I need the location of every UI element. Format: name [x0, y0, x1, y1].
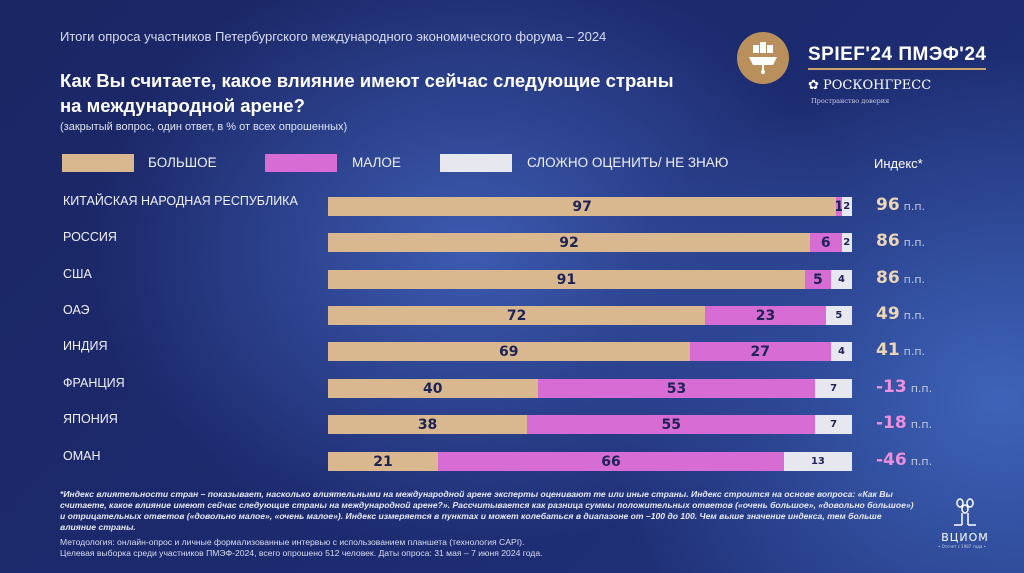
stacked-bar: 21 66 13 — [328, 452, 852, 471]
stacked-bar: 69 27 4 — [328, 342, 852, 361]
bar-segment-large: 40 — [328, 379, 538, 398]
bar-segment-small: 5 — [804, 270, 832, 289]
index-number: 41 — [876, 340, 900, 360]
methodology: Методология: онлайн-опрос и личные форма… — [60, 537, 920, 559]
legend-swatch-small — [265, 154, 337, 172]
index-header: Индекс* — [874, 156, 923, 171]
vciom-logo: ВЦИОМ • Отсчет с 1987 года • — [938, 497, 990, 549]
bar-segment-unsure: 2 — [841, 197, 852, 216]
index-number: -18 — [876, 413, 907, 433]
category-label: США — [63, 267, 92, 281]
index-number: -13 — [876, 377, 907, 397]
bar-segment-small: 23 — [705, 306, 826, 325]
index-unit: п.п. — [910, 455, 933, 468]
index-value: 96 п.п. — [876, 195, 925, 215]
index-number: 86 — [876, 268, 900, 288]
index-unit: п.п. — [910, 418, 933, 431]
category-label: ИНДИЯ — [63, 339, 108, 353]
bar-segment-small: 53 — [537, 379, 816, 398]
category-label: ОМАН — [63, 449, 101, 463]
spief-emblem-logo — [737, 32, 789, 88]
bar-segment-large: 92 — [328, 233, 811, 252]
roscongress-name: РОСКОНГРЕСС — [823, 78, 932, 93]
footnote: *Индекс влиятельности стран – показывает… — [60, 489, 914, 532]
bar-segment-unsure: 13 — [783, 452, 852, 471]
roscongress-tagline: Пространство доверия — [811, 97, 890, 105]
bar-segment-large: 97 — [328, 197, 837, 216]
category-label: ОАЭ — [63, 303, 90, 317]
index-value: -18 п.п. — [876, 413, 932, 433]
bar-segment-large: 72 — [328, 306, 706, 325]
stacked-bar: 91 5 4 — [328, 270, 852, 289]
roscongress-logo: ✿ РОСКОНГРЕСС — [808, 78, 932, 93]
legend-label-unsure: СЛОЖНО ОЦЕНИТЬ/ НЕ ЗНАЮ — [527, 155, 729, 170]
methodology-text: Методология: онлайн-опрос и личные форма… — [60, 537, 525, 547]
index-unit: п.п. — [903, 345, 926, 358]
bar-segment-unsure: 7 — [815, 415, 852, 434]
legend-label-large: БОЛЬШОЕ — [148, 155, 217, 170]
index-number: 49 — [876, 304, 900, 324]
index-value: 41 п.п. — [876, 340, 925, 360]
vciom-tagline: • Отсчет с 1987 года • — [937, 544, 987, 549]
bar-segment-unsure: 4 — [831, 270, 852, 289]
index-unit: п.п. — [903, 273, 926, 286]
bar-segment-large: 38 — [328, 415, 528, 434]
index-value: 86 п.п. — [876, 268, 925, 288]
index-unit: п.п. — [910, 382, 933, 395]
stacked-bar: 38 55 7 — [328, 415, 852, 434]
category-label: КИТАЙСКАЯ НАРОДНАЯ РЕСПУБЛИКА — [63, 194, 298, 208]
stacked-bar: 92 6 2 — [328, 233, 852, 252]
stacked-bar: 72 23 5 — [328, 306, 852, 325]
spief-logo: SPIEF'24 ПМЭФ'24 — [808, 44, 987, 70]
index-value: -46 п.п. — [876, 450, 932, 470]
category-label: РОССИЯ — [63, 230, 117, 244]
index-value: 49 п.п. — [876, 304, 925, 324]
bar-segment-small: 1 — [836, 197, 842, 216]
index-number: -46 — [876, 450, 907, 470]
supertitle: Итоги опроса участников Петербургского м… — [60, 29, 607, 44]
bar-segment-unsure: 5 — [825, 306, 852, 325]
index-number: 86 — [876, 231, 900, 251]
stacked-bar: 40 53 7 — [328, 379, 852, 398]
bar-segment-unsure: 7 — [815, 379, 852, 398]
bar-segment-large: 91 — [328, 270, 805, 289]
legend-swatch-large — [62, 154, 134, 172]
bar-segment-small: 6 — [810, 233, 842, 252]
index-unit: п.п. — [903, 309, 926, 322]
chart-subtitle: (закрытый вопрос, один ответ, в % от все… — [60, 121, 348, 133]
legend-swatch-unsure — [440, 154, 512, 172]
stacked-bar: 97 1 2 — [328, 197, 852, 216]
legend-label-small: МАЛОЕ — [352, 155, 401, 170]
bar-segment-small: 66 — [438, 452, 784, 471]
bar-segment-unsure: 2 — [841, 233, 852, 252]
index-number: 96 — [876, 195, 900, 215]
bar-segment-small: 27 — [689, 342, 832, 361]
bar-segment-unsure: 4 — [831, 342, 852, 361]
bar-segment-small: 55 — [527, 415, 816, 434]
index-value: 86 п.п. — [876, 231, 925, 251]
bar-segment-large: 69 — [328, 342, 690, 361]
tree-icon — [954, 498, 976, 526]
index-unit: п.п. — [903, 236, 926, 249]
category-label: ЯПОНИЯ — [63, 412, 118, 426]
vciom-name: ВЦИОМ — [941, 531, 989, 544]
bar-segment-large: 21 — [328, 452, 439, 471]
category-label: ФРАНЦИЯ — [63, 376, 125, 390]
index-unit: п.п. — [903, 200, 926, 213]
footer: *Индекс влиятельности стран – показывает… — [60, 489, 920, 559]
sample-text: Целевая выборка среди участников ПМЭФ-20… — [60, 548, 543, 558]
chart-title: Как Вы считаете, какое влияние имеют сей… — [60, 70, 674, 116]
index-value: -13 п.п. — [876, 377, 932, 397]
